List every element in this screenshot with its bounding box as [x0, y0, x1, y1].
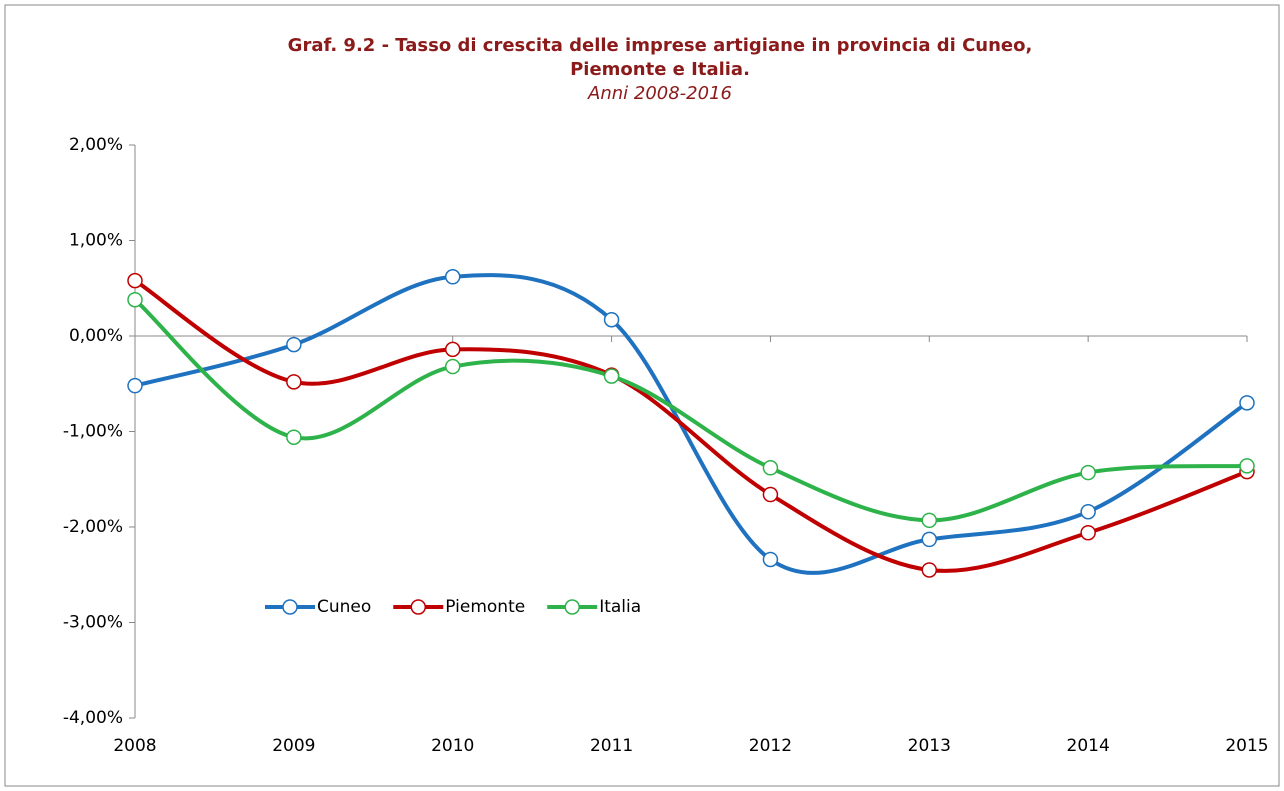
legend-marker — [564, 599, 580, 615]
legend-marker — [282, 599, 298, 615]
y-tick-label: -2,00% — [63, 517, 123, 537]
chart-subtitle: Anni 2008-2016 — [587, 83, 732, 104]
chart-frame — [4, 4, 1280, 787]
data-point — [286, 429, 302, 445]
x-tick-label: 2015 — [1225, 736, 1268, 756]
data-point — [762, 486, 779, 503]
legend-label: Cuneo — [317, 597, 371, 617]
data-point — [921, 512, 938, 529]
x-tick-label: 2008 — [113, 736, 156, 756]
legend-marker — [410, 599, 427, 615]
data-point — [762, 551, 779, 568]
x-tick-label: 2009 — [272, 736, 315, 756]
data-point — [127, 377, 143, 394]
series-line — [134, 273, 1249, 575]
y-tick-label: 2,00% — [69, 135, 123, 155]
y-tick-label: 0,00% — [69, 326, 123, 346]
data-point — [286, 336, 302, 353]
data-point — [444, 269, 461, 285]
legend-label: Italia — [599, 597, 641, 617]
x-tick-label: 2010 — [431, 736, 474, 756]
y-tick-label: -4,00% — [63, 708, 123, 728]
data-point — [444, 358, 461, 375]
data-point — [1239, 395, 1255, 411]
data-point — [603, 312, 620, 328]
y-tick-label: -1,00% — [63, 422, 123, 442]
data-point — [127, 272, 143, 289]
data-point — [603, 368, 620, 384]
y-tick-label: 1,00% — [69, 231, 123, 251]
x-tick-label: 2011 — [590, 736, 633, 756]
y-tick-label: -3,00% — [63, 613, 123, 633]
data-point — [1080, 464, 1096, 481]
data-point — [1239, 458, 1255, 474]
x-tick-label: 2012 — [749, 736, 792, 756]
legend-label: Piemonte — [445, 597, 525, 617]
data-point — [444, 341, 461, 358]
data-point — [921, 562, 938, 578]
chart-title: Piemonte e Italia. — [570, 59, 750, 80]
data-point — [286, 374, 302, 390]
data-point — [921, 531, 938, 548]
x-tick-label: 2014 — [1067, 736, 1110, 756]
x-tick-label: 2013 — [908, 736, 951, 756]
series-line — [133, 278, 1248, 573]
data-point — [127, 291, 143, 308]
chart-title: Graf. 9.2 - Tasso di crescita delle impr… — [288, 35, 1033, 56]
data-point — [1080, 503, 1096, 520]
data-point — [1080, 524, 1096, 541]
data-point — [762, 460, 779, 476]
